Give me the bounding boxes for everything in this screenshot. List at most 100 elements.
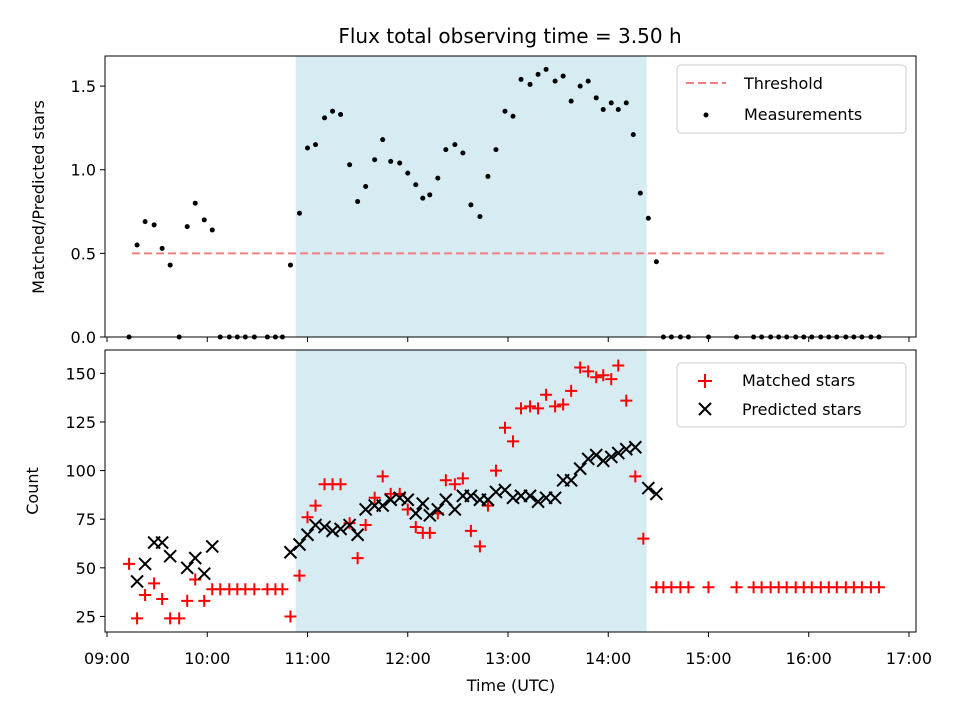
predicted-star-points bbox=[130, 440, 664, 589]
measurement-points bbox=[126, 66, 882, 340]
x-axis-label: Time (UTC) bbox=[466, 676, 555, 695]
bottom-plot-frame bbox=[104, 349, 917, 633]
matched-star-point bbox=[293, 569, 306, 582]
matched-star-point bbox=[540, 388, 553, 401]
predicted-star-point bbox=[416, 496, 430, 511]
predicted-star-point bbox=[155, 535, 169, 550]
predicted-star-point bbox=[325, 524, 340, 538]
predicted-star-point bbox=[300, 528, 315, 542]
measurement-point bbox=[151, 222, 157, 228]
y-tick-label: 1.5 bbox=[71, 77, 96, 96]
measurement-point bbox=[608, 100, 614, 106]
matched-star-point bbox=[248, 583, 261, 596]
matched-star-point bbox=[498, 421, 511, 434]
measurement-point bbox=[630, 132, 636, 138]
predicted-star-point bbox=[431, 502, 445, 517]
matched-star-point bbox=[605, 373, 618, 386]
measurement-point bbox=[468, 202, 474, 208]
predicted-star-point bbox=[163, 549, 177, 563]
bottom-panel: 25 50 75 100 125 150 09:00 10:00 11:00 12:00 13:0… bbox=[23, 349, 932, 695]
predicted-star-point bbox=[342, 518, 357, 532]
matched-star-point bbox=[139, 589, 152, 602]
bottom-y-axis-label: Count bbox=[23, 467, 42, 515]
measurement-point bbox=[452, 142, 458, 148]
matched-star-point bbox=[524, 400, 537, 413]
x-tick-label: 13:00 bbox=[485, 649, 531, 668]
measurement-point bbox=[600, 107, 606, 113]
predicted-star-point bbox=[333, 522, 348, 536]
y-tick-label: 0.0 bbox=[71, 328, 96, 347]
x-tick-label: 10:00 bbox=[184, 649, 230, 668]
measurement-point bbox=[510, 113, 516, 119]
matched-star-point bbox=[156, 592, 169, 605]
predicted-star-point bbox=[205, 539, 219, 554]
measurement-point bbox=[372, 157, 378, 163]
matched-star-point bbox=[574, 361, 587, 374]
measurement-point bbox=[296, 210, 302, 216]
matched-star-point bbox=[682, 581, 695, 594]
matched-star-point bbox=[368, 491, 381, 504]
matched-star-point bbox=[515, 402, 528, 415]
matched-star-point bbox=[582, 365, 595, 378]
predicted-star-point bbox=[350, 528, 365, 542]
measurement-point bbox=[623, 100, 629, 106]
measurement-point bbox=[159, 245, 165, 251]
measurement-point bbox=[502, 108, 508, 114]
measurement-point bbox=[493, 147, 499, 153]
matched-star-point bbox=[557, 398, 570, 411]
top-plot-frame bbox=[104, 55, 917, 338]
legend-threshold-label: Threshold bbox=[743, 74, 823, 93]
legend-predicted-label: Predicted stars bbox=[742, 400, 862, 419]
matched-star-point bbox=[148, 577, 161, 590]
measurement-point bbox=[363, 183, 369, 189]
measurement-point bbox=[134, 242, 140, 248]
matched-star-point bbox=[702, 581, 715, 594]
bottom-x-ticks: 09:00 10:00 11:00 12:00 13:00 14:00 15:00 16:00… bbox=[84, 632, 932, 668]
matched-star-point bbox=[173, 612, 186, 625]
bottom-shaded-interval bbox=[295, 350, 647, 632]
matched-star-point bbox=[423, 526, 436, 539]
measurement-point bbox=[577, 83, 583, 89]
matched-star-point bbox=[334, 478, 347, 491]
predicted-star-point bbox=[130, 574, 144, 589]
measurement-point bbox=[397, 160, 403, 166]
predicted-star-point bbox=[448, 502, 462, 517]
top-panel: 0.0 0.5 1.0 1.5 Matched/Predicted stars Thr… bbox=[29, 55, 917, 347]
y-tick-label: 75 bbox=[76, 510, 96, 529]
predicted-star-point bbox=[317, 520, 332, 534]
matched-star-point bbox=[181, 594, 194, 607]
predicted-star-point bbox=[596, 454, 610, 468]
x-tick-label: 17:00 bbox=[886, 649, 932, 668]
matched-star-point bbox=[620, 394, 633, 407]
measurement-point bbox=[435, 175, 441, 181]
x-tick-label: 16:00 bbox=[786, 649, 832, 668]
measurement-point bbox=[443, 147, 449, 153]
y-tick-label: 150 bbox=[65, 364, 96, 383]
matched-star-point bbox=[473, 540, 486, 553]
measurement-point bbox=[527, 81, 533, 87]
matched-star-point bbox=[131, 612, 144, 625]
measurement-point bbox=[518, 76, 524, 82]
matched-star-point bbox=[376, 470, 389, 483]
measurement-point bbox=[485, 173, 491, 179]
measurement-point bbox=[568, 98, 574, 104]
predicted-star-point bbox=[409, 506, 423, 521]
x-tick-label: 14:00 bbox=[585, 649, 631, 668]
measurement-point bbox=[338, 112, 344, 118]
measurement-point bbox=[313, 142, 319, 148]
measurement-point bbox=[209, 227, 215, 233]
predicted-star-point bbox=[573, 461, 587, 476]
measurement-point bbox=[405, 170, 411, 176]
matched-star-point bbox=[597, 369, 610, 382]
matched-star-point bbox=[481, 499, 494, 512]
top-shaded-interval bbox=[295, 56, 647, 337]
predicted-star-point bbox=[393, 491, 407, 505]
matched-star-point bbox=[309, 499, 322, 512]
matched-star-point bbox=[284, 610, 297, 623]
top-legend: Threshold Measurements bbox=[676, 64, 907, 134]
measurement-point bbox=[142, 219, 148, 225]
matched-star-point bbox=[507, 435, 520, 448]
x-tick-label: 11:00 bbox=[284, 649, 330, 668]
y-tick-label: 100 bbox=[65, 462, 96, 481]
